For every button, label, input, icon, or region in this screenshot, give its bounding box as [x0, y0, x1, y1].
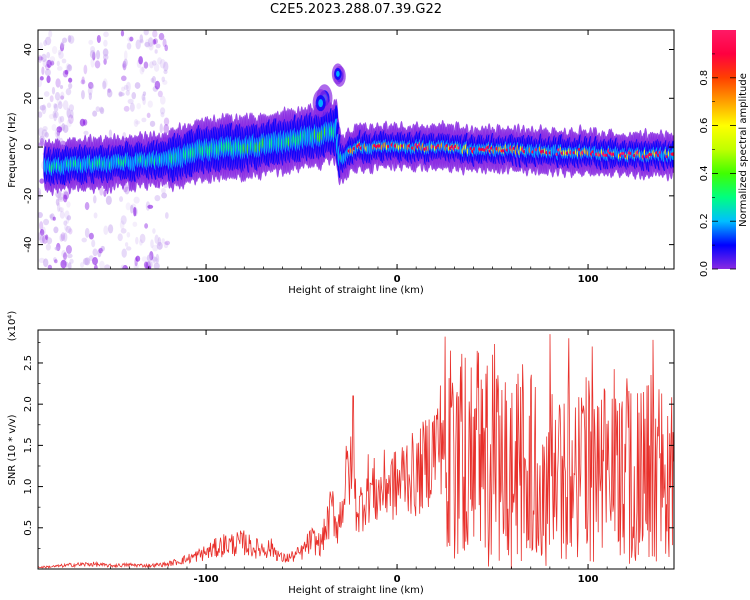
spectrogram-x-tick-label: 0: [394, 274, 401, 285]
spectrogram-x-axis-label: Height of straight line (km): [288, 285, 424, 296]
snr-panel: -100 0 100 0.5 1.0 1.5 2.0 2.5 Height of straig…: [7, 311, 675, 596]
snr-y-tick-label: 0.5: [23, 520, 34, 536]
snr-y-axis-label: SNR (10 * v/v): [7, 414, 18, 485]
spectrogram-y-tick-label: 0: [23, 144, 34, 150]
colorbar: 0.0 0.2 0.4 0.6 0.8 Normalized spectral ampl…: [699, 30, 749, 277]
spectrogram-y-tick-label: 20: [23, 92, 34, 105]
colorbar-tick-label: 0.0: [699, 261, 710, 277]
snr-y-tick-label: 1.5: [23, 437, 34, 453]
colorbar-tick-label: 0.4: [699, 165, 710, 181]
snr-y-multiplier: (x10⁴): [7, 311, 18, 342]
spectrogram-y-tick-label: -40: [23, 236, 34, 252]
snr-frame: [37, 329, 675, 570]
colorbar-label: Normalized spectral amplitude: [738, 73, 749, 227]
snr-x-tick-label: 0: [394, 574, 401, 585]
spectrogram-heatmap: [38, 30, 674, 269]
snr-x-tick-label: -100: [194, 574, 219, 585]
spectrogram-y-axis-label: Frequency (Hz): [7, 112, 18, 188]
snr-y-tick-label: 2.5: [23, 355, 34, 371]
colorbar-tick-label: 0.2: [699, 213, 710, 229]
spectrogram-x-tick-label: 100: [578, 274, 599, 285]
snr-series-line: [38, 334, 674, 569]
spectrogram-y-tick-label: 40: [23, 43, 34, 56]
spectrogram-y-tick-label: -20: [23, 188, 34, 204]
colorbar-tick-label: 0.6: [699, 118, 710, 134]
spectrogram-frame: [37, 29, 675, 270]
figure-title: C2E5.2023.288.07.39.G22: [269, 2, 443, 17]
snr-x-axis-label: Height of straight line (km): [288, 585, 424, 596]
snr-y-tick-label: 2.0: [23, 396, 34, 412]
spectrogram-x-tick-label: -100: [194, 274, 219, 285]
snr-x-tick-label: 100: [578, 574, 599, 585]
colorbar-tick-label: 0.8: [699, 70, 710, 86]
colorbar-gradient: [712, 30, 736, 269]
spectrogram-panel: -100 0 100 -40 -20 0 20 40 Height of straight l…: [7, 29, 675, 296]
snr-y-tick-label: 1.0: [23, 479, 34, 495]
